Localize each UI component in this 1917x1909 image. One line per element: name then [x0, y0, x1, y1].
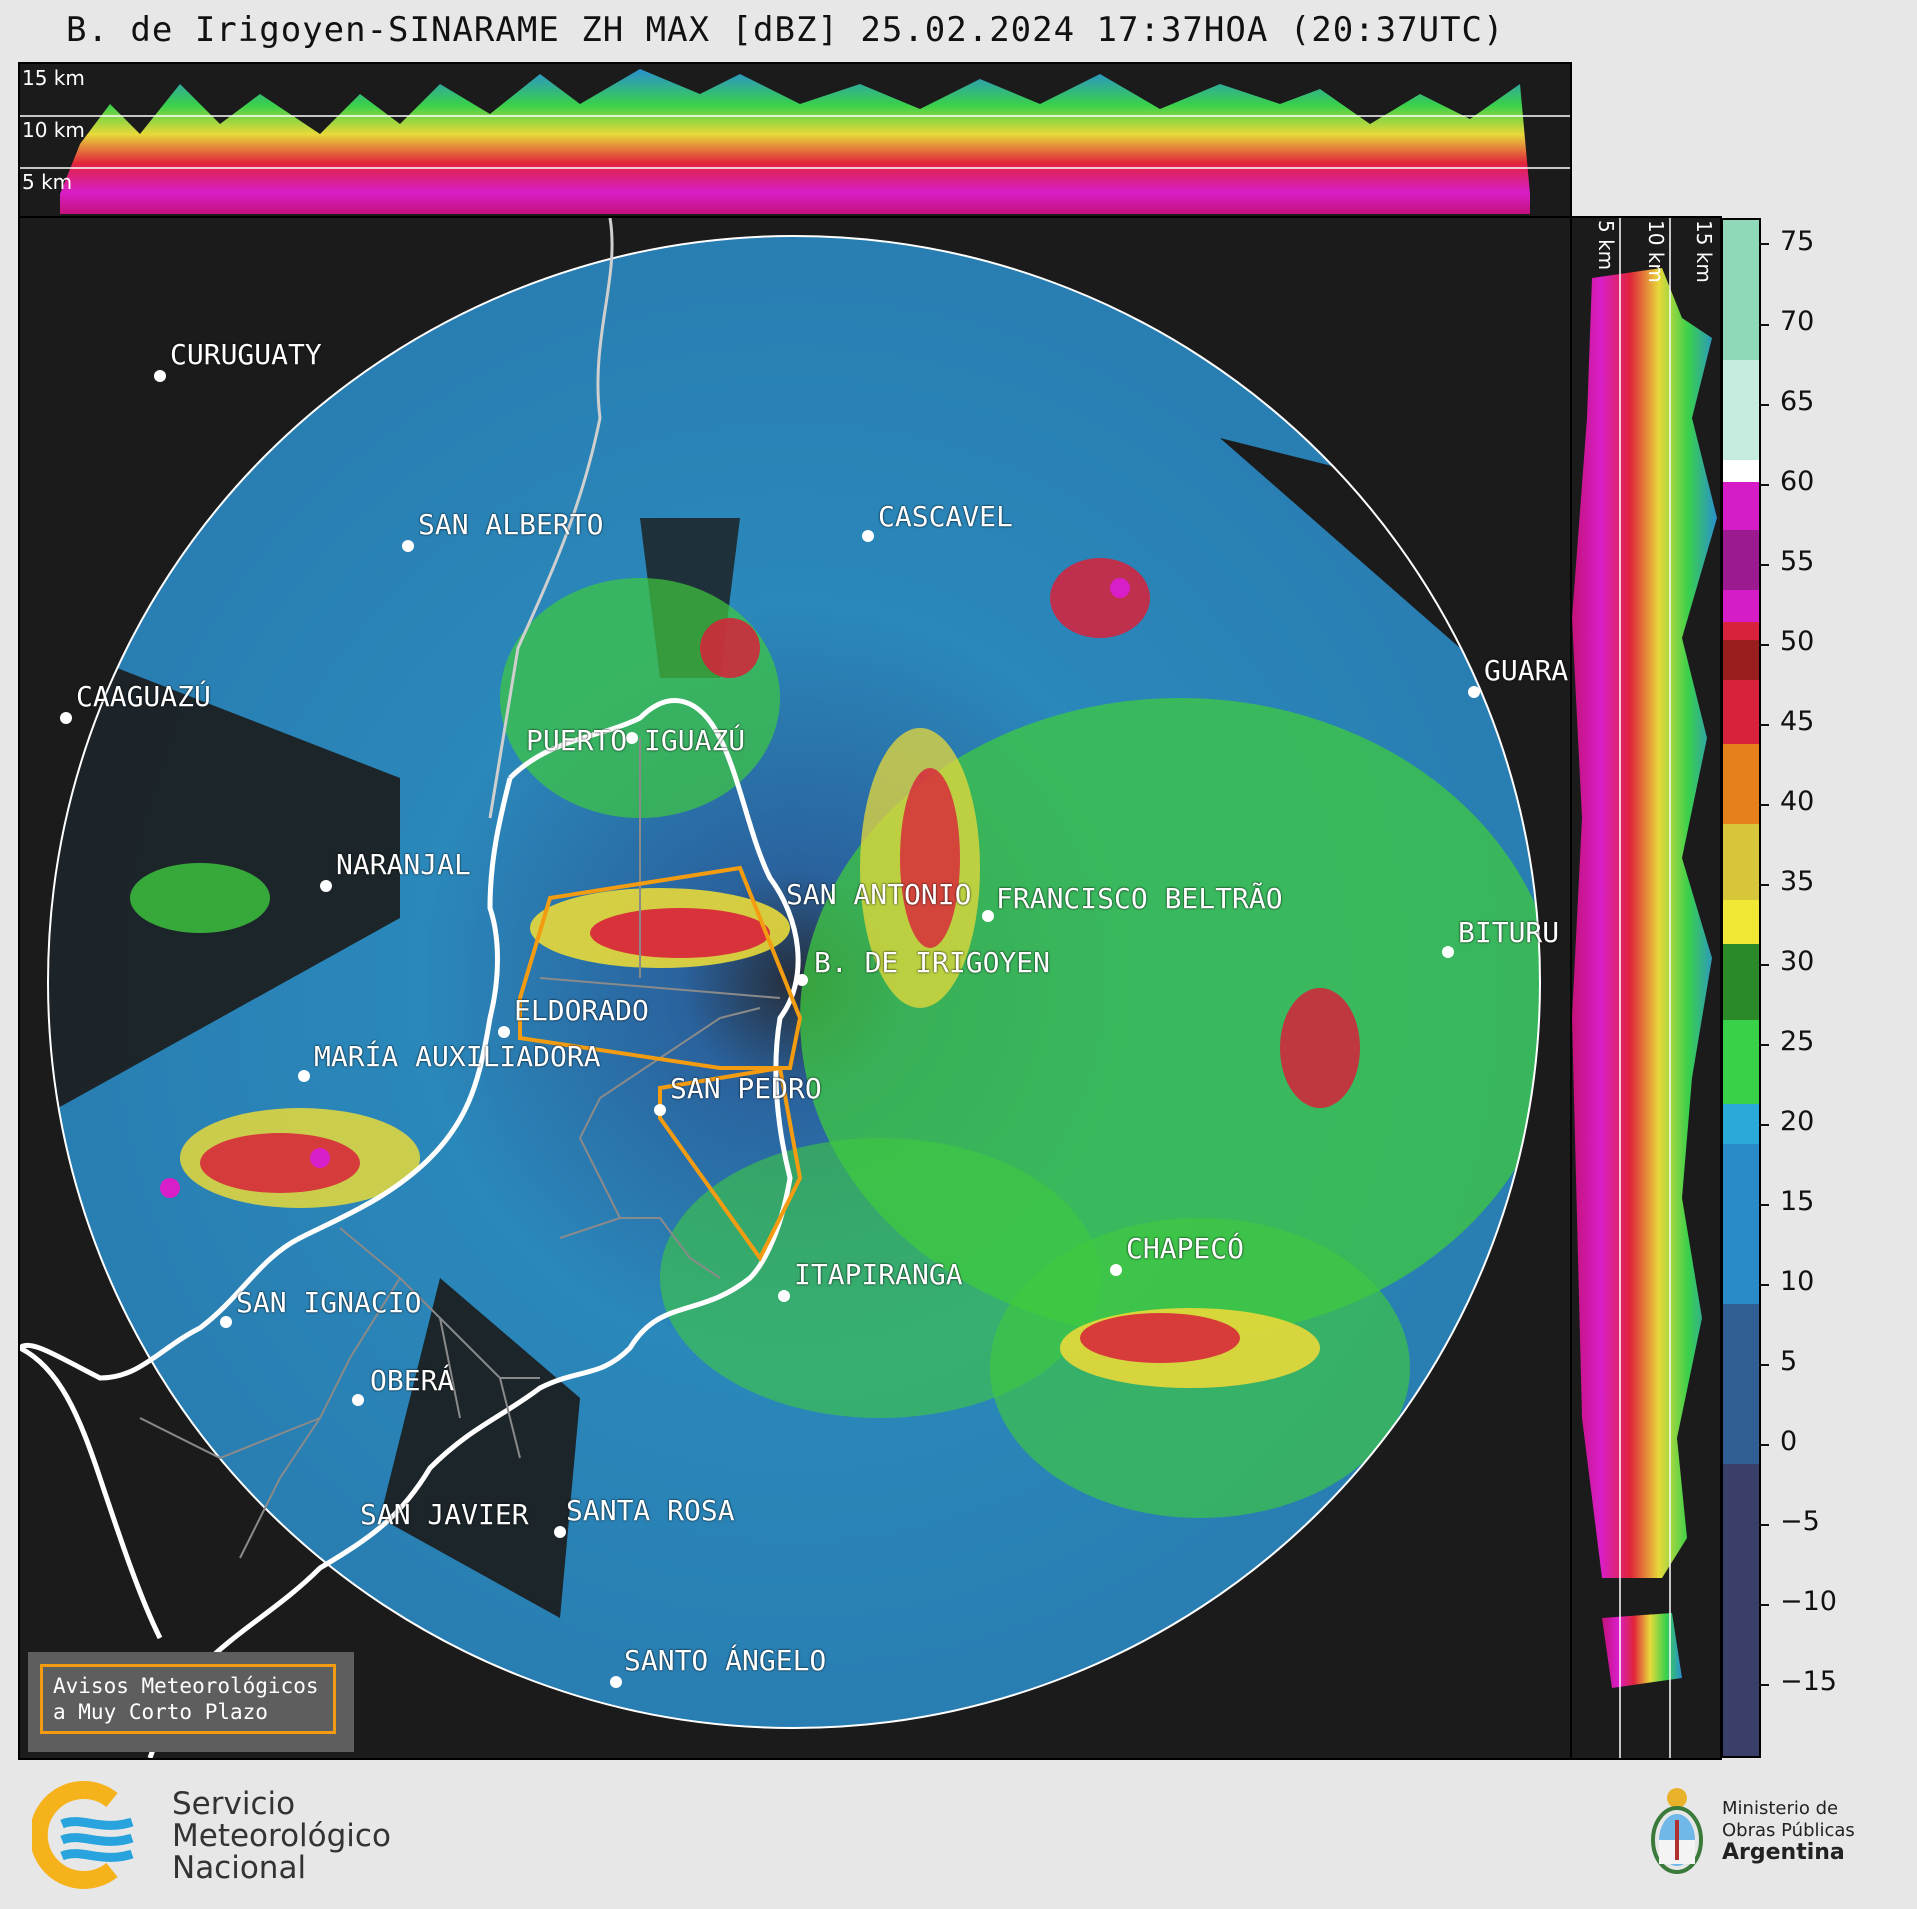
city-dot-francisco-beltrao [982, 910, 994, 922]
ministry-wordmark: Ministerio de Obras Públicas Argentina [1722, 1798, 1855, 1864]
city-dot-chapeco [1110, 1264, 1122, 1276]
side-cross-section-panel: 5 km 10 km 15 km [1570, 216, 1722, 1760]
ministry-line-2: Obras Públicas [1722, 1820, 1855, 1841]
colorbar-tick-minus10: −10 [1780, 1586, 1837, 1617]
colorbar-tick-70: 70 [1780, 306, 1815, 337]
dbz-colorbar [1721, 218, 1761, 1758]
smn-line-2: Meteorológico [172, 1818, 391, 1854]
city-dot-itapiranga [778, 1290, 790, 1302]
city-dot-san-pedro [654, 1104, 666, 1116]
height-label-15km: 15 km [22, 66, 85, 90]
ministry-line-3: Argentina [1722, 1840, 1845, 1865]
city-label-puerto-iguazu: PUERTO IGUAZÚ [526, 724, 746, 757]
colorbar-tick-45: 45 [1780, 706, 1815, 737]
city-dot-b-de-irigoyen [796, 974, 808, 986]
colorbar-tick-minus15: −15 [1780, 1666, 1837, 1697]
colorbar-tick-30: 30 [1780, 946, 1815, 977]
side-cross-section-image [1572, 218, 1717, 1758]
city-label-cascavel: CASCAVEL [878, 500, 1013, 533]
city-dot-eldorado [498, 1026, 510, 1038]
colorbar-tick-25: 25 [1780, 1026, 1815, 1057]
colorbar-tick-15: 15 [1780, 1186, 1815, 1217]
city-dot-guarapuava [1468, 686, 1480, 698]
top-cross-section-image [20, 69, 1570, 214]
city-label-santa-rosa: SANTA ROSA [566, 1494, 735, 1527]
city-dot-san-ignacio [220, 1316, 232, 1328]
city-label-b-de-irigoyen: B. DE IRIGOYEN [814, 946, 1051, 979]
city-label-san-alberto: SAN ALBERTO [418, 508, 604, 541]
smn-line-1: Servicio [172, 1786, 296, 1822]
top-cross-section-panel: 15 km 10 km 5 km [18, 62, 1572, 218]
city-dot-santo-angelo [610, 1676, 622, 1688]
city-label-guarapuava: GUARA [1484, 654, 1569, 687]
city-label-san-antonio: SAN ANTONIO [786, 878, 972, 911]
city-dot-obera [352, 1394, 364, 1406]
city-label-chapeco: CHAPECÓ [1126, 1232, 1245, 1265]
city-label-bituruna: BITURU [1458, 916, 1560, 949]
warning-legend-line2: a Muy Corto Plazo [53, 1700, 268, 1724]
city-label-francisco-beltrao: FRANCISCO BELTRÃO [996, 882, 1283, 915]
radar-map-image [20, 218, 1541, 1758]
colorbar-tick-50: 50 [1780, 626, 1815, 657]
ministry-line-1: Ministerio de [1722, 1798, 1839, 1819]
city-dot-caaguazu [60, 712, 72, 724]
colorbar-tick-75: 75 [1780, 226, 1815, 257]
smn-wordmark: Servicio Meteorológico Nacional [172, 1788, 391, 1884]
city-label-eldorado: ELDORADO [514, 994, 649, 1027]
city-label-maria-auxiliadora: MARÍA AUXILIADORA [314, 1040, 601, 1073]
radar-map-panel: CURUGUATY SAN ALBERTO CASCAVEL CAAGUAZÚ … [18, 216, 1572, 1760]
colorbar-tick-20: 20 [1780, 1106, 1815, 1137]
city-label-curuguaty: CURUGUATY [170, 338, 322, 371]
page-title: B. de Irigoyen-SINARAME ZH MAX [dBZ] 25.… [66, 10, 1505, 50]
city-label-naranjal: NARANJAL [336, 848, 471, 881]
city-dot-santa-rosa [554, 1526, 566, 1538]
city-label-san-pedro: SAN PEDRO [670, 1072, 822, 1105]
colorbar-tick-minus5: −5 [1780, 1506, 1820, 1537]
city-label-santo-angelo: SANTO ÁNGELO [624, 1644, 827, 1677]
colorbar-tick-65: 65 [1780, 386, 1815, 417]
colorbar-tick-10: 10 [1780, 1266, 1815, 1297]
side-height-label-15km: 15 km [1692, 220, 1716, 283]
colorbar-tick-35: 35 [1780, 866, 1815, 897]
colorbar-tick-5: 5 [1780, 1346, 1798, 1377]
smn-logo-icon [32, 1781, 134, 1889]
warning-legend-line1: Avisos Meteorológicos [53, 1674, 319, 1698]
city-label-san-ignacio: SAN IGNACIO [236, 1286, 422, 1319]
side-height-label-10km: 10 km [1644, 220, 1668, 283]
argentina-coat-of-arms-icon [1651, 1788, 1703, 1874]
colorbar-tick-55: 55 [1780, 546, 1815, 577]
colorbar-tick-60: 60 [1780, 466, 1815, 497]
warning-legend-outline: Avisos Meteorológicos a Muy Corto Plazo [40, 1664, 336, 1734]
city-dot-cascavel [862, 530, 874, 542]
city-dot-san-alberto [402, 540, 414, 552]
city-label-itapiranga: ITAPIRANGA [794, 1258, 963, 1291]
city-dot-naranjal [320, 880, 332, 892]
colorbar-tick-0: 0 [1780, 1426, 1798, 1457]
city-label-obera: OBERÁ [370, 1364, 455, 1397]
colorbar-tick-40: 40 [1780, 786, 1815, 817]
smn-line-3: Nacional [172, 1850, 307, 1886]
city-dot-bituruna [1442, 946, 1454, 958]
city-dot-puerto-iguazu [626, 732, 638, 744]
city-label-san-javier: SAN JAVIER [360, 1498, 529, 1531]
height-label-5km: 5 km [22, 170, 73, 194]
city-label-caaguazu: CAAGUAZÚ [76, 680, 211, 713]
warning-legend-box: Avisos Meteorológicos a Muy Corto Plazo [28, 1652, 354, 1752]
city-dot-curuguaty [154, 370, 166, 382]
side-height-label-5km: 5 km [1594, 220, 1618, 271]
city-dot-maria-auxiliadora [298, 1070, 310, 1082]
height-label-10km: 10 km [22, 118, 85, 142]
